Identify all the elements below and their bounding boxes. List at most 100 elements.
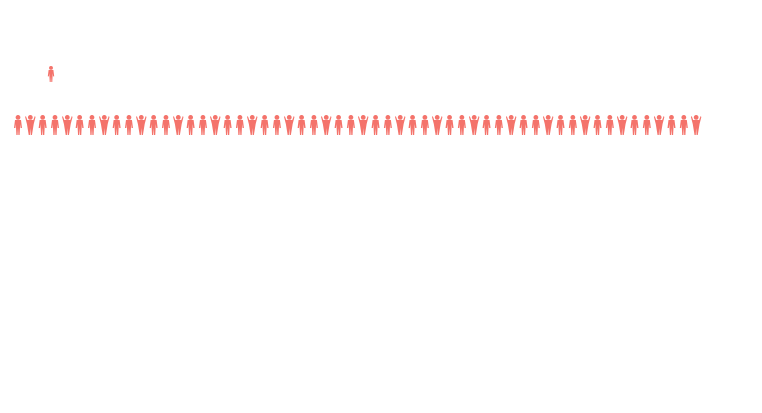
person-body [247, 116, 258, 135]
person-head [447, 115, 452, 120]
person-icon [469, 115, 480, 135]
person-body [346, 120, 355, 135]
person-icon [531, 115, 540, 135]
person-head [360, 115, 366, 120]
person-body [260, 120, 269, 135]
person-icon [556, 115, 565, 135]
person-body [272, 120, 281, 135]
person-icon [494, 115, 503, 135]
person-icon [38, 115, 47, 135]
person-body [642, 120, 651, 135]
person-body [395, 116, 406, 135]
person-head [410, 115, 415, 120]
person-head [64, 115, 70, 120]
person-head [249, 115, 255, 120]
person-icon [321, 115, 332, 135]
person-body [593, 120, 602, 135]
person-head [582, 115, 588, 120]
person-icon [371, 115, 380, 135]
person-head [397, 115, 403, 120]
person-head [138, 115, 144, 120]
person-icon [579, 115, 591, 135]
person-body [87, 120, 96, 135]
person-body [579, 116, 591, 135]
person-body [173, 116, 184, 135]
person-body [653, 116, 665, 135]
person-body [432, 116, 443, 135]
person-icon [432, 115, 443, 135]
person-icon [346, 115, 355, 135]
person-icon [149, 115, 158, 135]
person-head [693, 115, 699, 120]
person-icon [568, 115, 577, 135]
person-icon [642, 115, 651, 135]
person-head [27, 115, 33, 120]
person-icon [593, 115, 602, 135]
person-head [348, 115, 354, 120]
person-body [383, 120, 392, 135]
person-body [542, 116, 554, 135]
person-body [568, 120, 577, 135]
person-head [508, 115, 514, 120]
person-icon [87, 115, 96, 135]
person-head [545, 115, 551, 120]
person-icon [542, 115, 554, 135]
person-head [434, 115, 440, 120]
person-icon [173, 115, 184, 135]
person-icon [62, 115, 73, 135]
person-body [630, 120, 639, 135]
person-icon [334, 115, 343, 135]
person-head [558, 115, 563, 120]
person-head [237, 115, 243, 120]
person-body [445, 120, 454, 135]
person-icon [260, 115, 269, 135]
person-icon [223, 115, 232, 135]
person-icon [198, 115, 207, 135]
person-head [484, 115, 489, 120]
person-icon [519, 115, 528, 135]
person-body [358, 116, 369, 135]
person-body [482, 120, 491, 135]
icon-row [47, 66, 55, 82]
person-head [114, 115, 120, 120]
person-body [297, 120, 306, 135]
person-icon [210, 115, 221, 135]
person-icon [457, 115, 466, 135]
person-body [210, 116, 221, 135]
person-head [212, 115, 218, 120]
person-body [99, 116, 110, 135]
person-head [496, 115, 502, 120]
person-head [533, 115, 539, 120]
person-head [274, 115, 280, 120]
person-icon [136, 115, 147, 135]
person-icon [420, 115, 429, 135]
person-head [101, 115, 107, 120]
person-head [163, 115, 169, 120]
person-head [336, 115, 341, 120]
person-body [284, 116, 295, 135]
person-body [62, 116, 73, 135]
person-icon [25, 115, 36, 135]
person-head [570, 115, 576, 120]
person-body [149, 120, 158, 135]
person-body [186, 120, 195, 135]
person-body [531, 120, 540, 135]
person-head [126, 115, 132, 120]
person-head [619, 115, 625, 120]
person-body [235, 120, 244, 135]
person-head [644, 115, 650, 120]
person-icon [247, 115, 258, 135]
person-body [112, 120, 121, 135]
person-body [679, 120, 688, 135]
person-head [15, 115, 21, 120]
person-body [690, 116, 702, 135]
person-body [75, 120, 84, 135]
person-head [151, 115, 157, 120]
person-body [25, 116, 36, 135]
person-body [408, 120, 417, 135]
person-head [40, 115, 46, 120]
person-body [161, 120, 170, 135]
person-icon [47, 66, 55, 82]
person-head [49, 66, 53, 70]
person-body [136, 116, 147, 135]
